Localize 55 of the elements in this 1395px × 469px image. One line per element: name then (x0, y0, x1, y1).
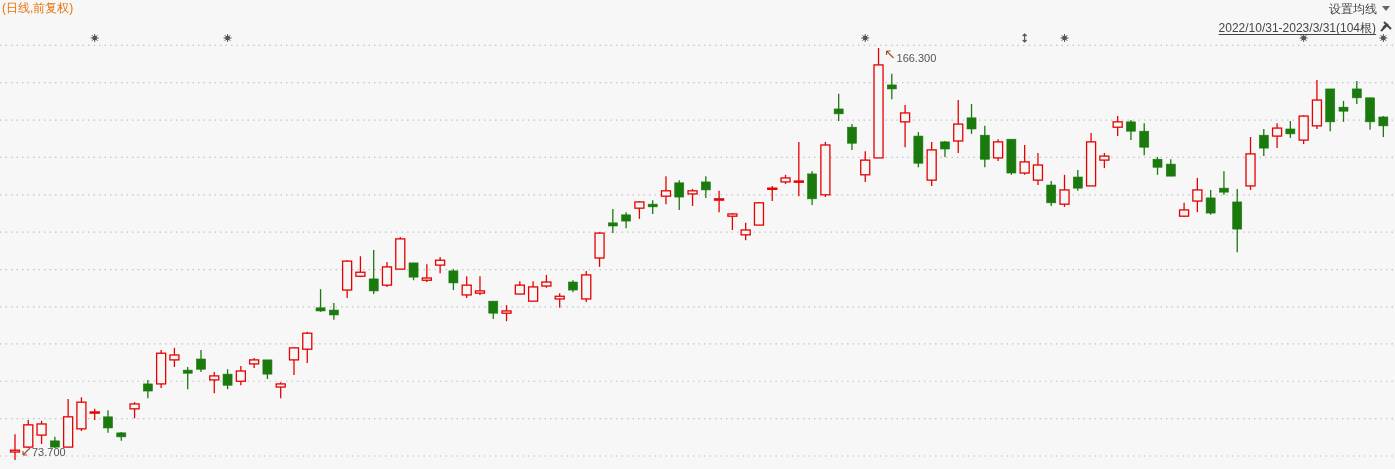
candlestick (1258, 128, 1269, 157)
candlestick (315, 288, 326, 313)
candlestick (474, 275, 486, 296)
candlestick (1032, 152, 1044, 186)
candlestick (1126, 119, 1136, 141)
annotation: 166.300 (896, 52, 937, 64)
candlestick (992, 138, 1004, 162)
candlestick (887, 73, 897, 100)
candlestick (966, 103, 977, 135)
candlestick (1046, 180, 1057, 207)
candlestick (302, 331, 313, 364)
candlestick (1192, 177, 1203, 213)
candlestick (1219, 170, 1229, 196)
candlestick (793, 141, 804, 197)
candlestick (1205, 189, 1216, 216)
candlestick (235, 365, 247, 386)
chart-title: (日线,前复权) (2, 1, 74, 15)
candlestick (169, 347, 180, 368)
candlestick (608, 208, 618, 234)
candlestick (899, 104, 911, 148)
candlestick (1139, 122, 1150, 156)
annotation: 73.700 (32, 446, 66, 458)
candlestick (1059, 174, 1070, 208)
candlestick (1351, 80, 1362, 105)
candlestick (368, 249, 379, 295)
candlestick (209, 371, 220, 394)
text: 设置均线 (1329, 2, 1377, 16)
candlestick (1112, 115, 1123, 137)
candlestick (103, 409, 113, 434)
candlestick (143, 379, 153, 399)
candlestick (262, 359, 273, 380)
candlestick (713, 190, 725, 213)
candlestick (1019, 144, 1030, 176)
candlestick (1072, 169, 1083, 192)
candlestick (448, 268, 459, 291)
candlestick (1378, 115, 1389, 138)
candlestick (1271, 122, 1283, 149)
candlestick (461, 275, 472, 299)
candlestick (288, 346, 300, 376)
candlestick (953, 99, 964, 154)
candlestick (222, 368, 233, 390)
candlestick (36, 420, 47, 445)
candlestick (196, 349, 206, 373)
candlestick (847, 123, 857, 151)
candlestick (674, 179, 685, 211)
candlestick (527, 280, 539, 302)
candlestick (182, 366, 193, 390)
candlestick (9, 433, 21, 461)
candlestick (434, 256, 446, 274)
candlestick (381, 261, 393, 288)
candlestick (860, 150, 871, 183)
candlestick (660, 175, 672, 205)
candlestick (701, 175, 711, 199)
candlestick (1338, 100, 1349, 123)
candlestick (833, 93, 844, 122)
